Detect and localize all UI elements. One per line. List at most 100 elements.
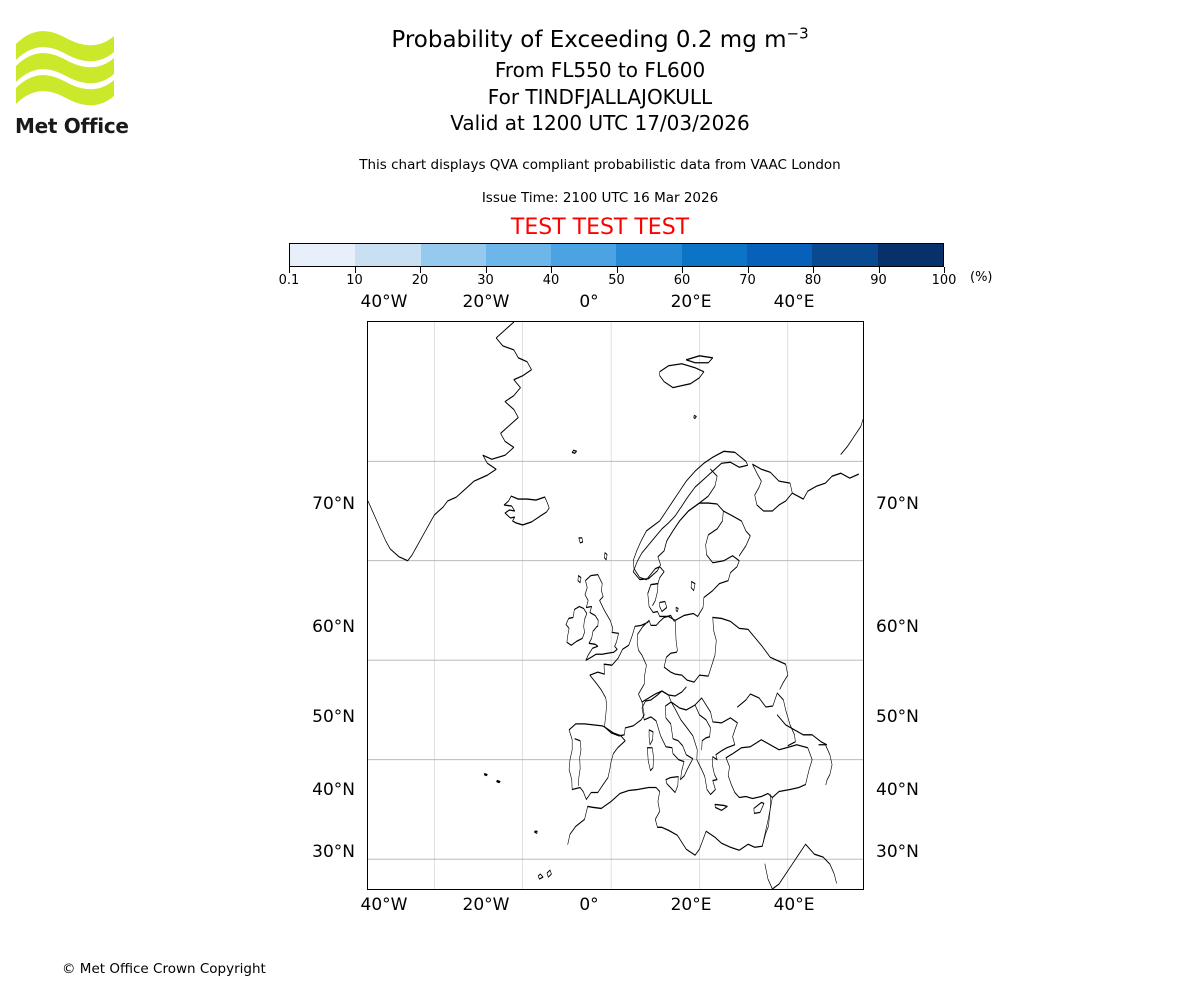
- colorbar-tick-label-40: 40: [542, 273, 560, 288]
- map-canvas: [368, 322, 863, 889]
- copyright-notice: © Met Office Crown Copyright: [62, 961, 266, 977]
- met-office-wordmark: Met Office: [15, 114, 129, 138]
- coastline-azores: [496, 779, 501, 784]
- coastline-crete: [714, 803, 728, 812]
- coastline-caucasus: [776, 714, 828, 746]
- coastline-bear-island: [693, 414, 697, 420]
- map-plot-area: [367, 321, 864, 890]
- coastline-shetland: [604, 552, 608, 561]
- coastline-iberia: [568, 723, 626, 801]
- coastline-great-britain: [584, 574, 619, 661]
- colorbar-band-1: [355, 244, 421, 266]
- coastline-black-sea-north: [737, 692, 796, 747]
- coastline-bornholm: [675, 606, 679, 613]
- coastline-germany-france-border: [648, 614, 675, 627]
- lon-label-top-40E: 40°E: [773, 292, 815, 312]
- coastline-italy: [641, 690, 694, 781]
- coastline-svalbard: [659, 363, 705, 389]
- coastline-iberia-interior: [574, 738, 582, 787]
- colorbar-tick-label-100: 100: [931, 273, 957, 288]
- coastline-jan-mayen: [571, 449, 577, 454]
- colorbar-tick-label-90: 90: [870, 273, 887, 288]
- test-banner: TEST TEST TEST: [510, 215, 690, 240]
- colorbar-tick-label-50: 50: [608, 273, 625, 288]
- colorbar-tick-label-80: 80: [804, 273, 822, 288]
- probability-colorbar: 0.1 10 20 30 40 50 60 70 80 90 100: [279, 243, 956, 288]
- colorbar-band-0: [290, 244, 356, 266]
- qva-note: This chart displays QVA compliant probab…: [359, 157, 841, 173]
- lon-label-bottom-40W: 40°W: [360, 895, 408, 915]
- lat-label-right-60N: 60°N: [876, 617, 919, 637]
- colorbar-band-8: [812, 244, 878, 266]
- colorbar-tick-60: [682, 267, 683, 273]
- coastline-turkey-anatolia: [725, 739, 813, 800]
- coastline-canaries-2: [546, 869, 552, 878]
- colorbar-tick-label-10: 10: [346, 273, 363, 288]
- colorbar-tick-100: [944, 267, 945, 273]
- title-text: Probability of Exceeding 0.2 mg m: [391, 27, 787, 53]
- coastline-france-benelux: [589, 619, 650, 737]
- colorbar-tick-40: [551, 267, 552, 273]
- coastline-gotland: [690, 580, 696, 592]
- coastline-north-africa: [567, 786, 773, 856]
- coastline-finland-russia-border: [723, 510, 751, 557]
- lat-label-right-30N: 30°N: [876, 842, 919, 862]
- lat-label-left-40N: 40°N: [312, 780, 355, 800]
- coastline-scandi-interior: [663, 468, 718, 552]
- lon-label-top-0: 0°: [579, 292, 599, 312]
- coastline-sjaelland-north: [647, 582, 659, 607]
- colorbar-band-4: [551, 244, 617, 266]
- met-office-logo: Met Office: [14, 26, 129, 138]
- map-coastlines: [368, 322, 863, 889]
- colorbar-ticks: 0.1 10 20 30 40 50 60 70 80 90 100: [279, 267, 956, 288]
- colorbar-tick-30: [485, 267, 487, 273]
- coastline-poland-germany-border: [663, 616, 717, 683]
- colorbar-tick-80: [813, 267, 814, 273]
- coastline-hebrides: [577, 575, 582, 584]
- lon-label-bottom-20W: 20°W: [462, 895, 510, 915]
- coastline-azores-2: [483, 772, 488, 777]
- page-title: Probability of Exceeding 0.2 mg m−3: [0, 24, 1200, 57]
- lat-label-left-70N: 70°N: [312, 494, 355, 514]
- coastline-greenland-east-coast: [368, 322, 532, 562]
- coastline-canaries: [537, 873, 544, 880]
- lat-label-right-70N: 70°N: [876, 494, 919, 514]
- colorbar-tick-label-70: 70: [739, 273, 756, 288]
- lon-label-bottom-20E: 20°E: [670, 895, 712, 915]
- coastline-scandinavia: [632, 450, 748, 622]
- title-valid-time: Valid at 1200 UTC 17/03/2026: [450, 111, 750, 135]
- coastline-madeira: [534, 830, 538, 834]
- issue-time: Issue Time: 2100 UTC 16 Mar 2026: [481, 190, 719, 206]
- coastline-ukraine-belarus-border: [712, 616, 789, 690]
- colorbar-tick-label-30: 30: [477, 273, 494, 288]
- map-gridlines: [368, 322, 863, 889]
- coastline-red-sea-arabia: [764, 843, 837, 889]
- coastline-svalbard-north: [685, 355, 714, 364]
- coastline-sardinia: [647, 747, 654, 772]
- colorbar-tick-0.1: [289, 267, 290, 273]
- colorbar-band-9: [877, 244, 943, 266]
- coastline-balkan-interior: [694, 704, 711, 751]
- colorbar-band-6: [681, 244, 748, 266]
- colorbar-tick-label-20: 20: [411, 273, 429, 288]
- coastline-russia-north-coast: [791, 472, 859, 500]
- colorbar-unit-label: (%): [970, 270, 993, 285]
- colorbar-band-3: [485, 244, 552, 266]
- colorbar-tick-label-0.1: 0.1: [278, 273, 300, 288]
- coastline-balkans-greece: [670, 697, 738, 796]
- coastline-denmark-islands: [659, 600, 668, 613]
- title-volcano: For TINDFJALLAJOKULL: [487, 84, 713, 109]
- chart-title-block: Probability of Exceeding 0.2 mg m−3 From…: [0, 24, 1200, 137]
- colorbar-tick-70: [747, 267, 749, 273]
- colorbar-tick-20: [420, 267, 421, 273]
- lon-label-top-20W: 20°W: [462, 292, 510, 312]
- colorbar-tick-50: [616, 267, 618, 273]
- coastline-cyprus: [753, 801, 765, 815]
- lat-label-right-40N: 40°N: [876, 780, 919, 800]
- lat-label-left-30N: 30°N: [312, 842, 355, 862]
- coastline-alps-border: [641, 686, 687, 703]
- coastline-caspian-west: [818, 744, 833, 786]
- colorbar-tick-90: [878, 267, 880, 273]
- coastline-corsica: [648, 729, 654, 746]
- coastline-white-sea-kola: [752, 463, 793, 512]
